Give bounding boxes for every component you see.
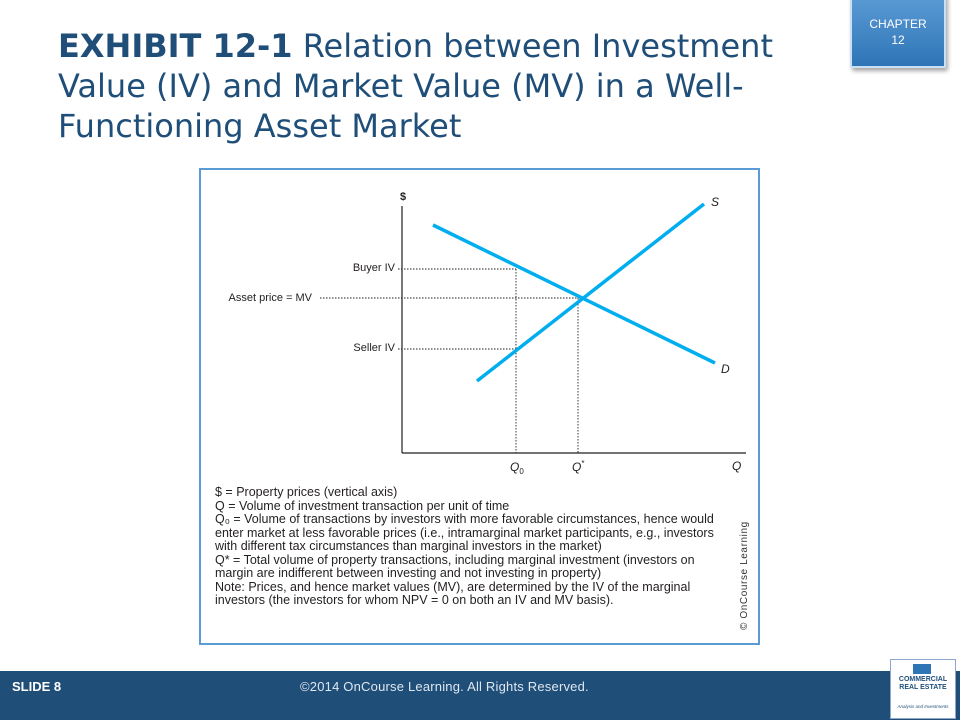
slide-number: SLIDE 8 [12,679,62,694]
buyer-iv-label: Buyer IV [353,262,396,274]
note-line: margin are indifferent between investing… [215,566,602,580]
note-line: enter market at less favorable prices (i… [215,525,714,540]
logo-subtitle: Analysis and Investments [897,704,949,709]
logo-line-2: REAL ESTATE [899,684,947,691]
note-line: Q₀ = Volume of transactions by investors… [215,512,714,526]
note-line: Q* = Total volume of property transactio… [215,552,695,567]
supply-line [475,202,706,383]
chapter-label: CHAPTER [869,17,927,31]
y-axis-label: $ [400,191,406,203]
logo-line-1: COMMERCIAL [898,676,948,683]
image-credit: © OnCourse Learning [739,521,750,630]
copyright-text: ©2014 OnCourse Learning. All Rights Rese… [300,679,589,694]
definitions-text: $ = Property prices (vertical axis) Q = … [215,485,755,608]
qstar-letter: Q [572,460,581,474]
qstar-label: Q* [572,459,584,474]
demand-line [432,223,716,365]
qstar-superscript: * [581,459,584,468]
chapter-number: 12 [891,33,905,47]
exhibit-figure: $ Q S D Buyer IV Asset price = MV Seller… [199,168,760,645]
book-logo: COMMERCIAL REAL ESTATE Analysis and Inves… [890,659,956,719]
logo-text: COMMERCIAL REAL ESTATE [891,676,955,692]
q0-subscript: 0 [519,467,524,476]
exhibit-number: EXHIBIT 12-1 [58,27,293,65]
note-line: Q = Volume of investment transaction per… [215,498,510,513]
iv-mv-diagram: $ Q S D Buyer IV Asset price = MV Seller… [229,191,746,476]
building-icon [913,664,931,674]
chapter-badge: CHAPTER 12 [850,0,946,68]
note-line: $ = Property prices (vertical axis) [215,485,398,499]
q0-letter: Q [510,460,519,474]
demand-label: D [721,362,730,376]
exhibit-title: Relation between Investment Value (IV) a… [58,27,773,145]
asset-price-label: Asset price = MV [229,292,313,304]
note-line: investors (the investors for whom NPV = … [215,593,614,607]
note-line: with different tax circumstances than ma… [215,539,602,553]
note-line: Note: Prices, and hence market values (M… [215,579,691,594]
slide-title: EXHIBIT 12-1 Relation between Investment… [58,26,848,146]
footer-bar: SLIDE 8 ©2014 OnCourse Learning. All Rig… [0,659,960,720]
x-axis-label: Q [732,459,741,473]
q0-label: Q0 [510,460,524,476]
supply-label: S [711,195,719,209]
seller-iv-label: Seller IV [353,342,395,354]
